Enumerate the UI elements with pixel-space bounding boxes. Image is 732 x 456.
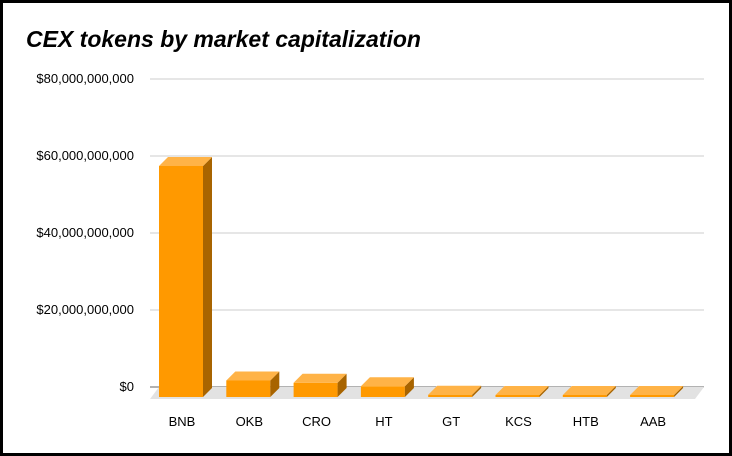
bar-side (404, 377, 414, 397)
bar-front (360, 386, 405, 397)
bar-aab (630, 386, 684, 397)
x-tick-label: OKB (236, 414, 263, 429)
y-tick-label: $40,000,000,000 (36, 225, 134, 240)
bar-ht (360, 377, 414, 397)
x-tick-label: CRO (302, 414, 331, 429)
bar-kcs (495, 386, 549, 397)
bar-front (630, 395, 675, 397)
bars (159, 157, 684, 397)
y-tick-label: $20,000,000,000 (36, 302, 134, 317)
bar-top (226, 371, 280, 381)
x-tick-label: GT (442, 414, 460, 429)
y-axis-tick-labels: $0 $20,000,000,000 $40,000,000,000 $60,000,… (36, 71, 134, 394)
x-axis-tick-labels: BNB OKB CRO HT GT KCS HTB AAB (169, 414, 666, 429)
chart-title: CEX tokens by market capitalization (26, 26, 421, 52)
y-tick-label: $0 (120, 379, 134, 394)
bar-side (270, 371, 280, 397)
bar-side (539, 386, 549, 397)
bar-top (495, 386, 549, 395)
bar-side (472, 385, 482, 397)
bar-top (293, 373, 347, 383)
bar-front (428, 394, 473, 397)
bar-top (562, 386, 616, 395)
bar-side (203, 157, 212, 397)
bar-front (495, 395, 540, 397)
bar-top (360, 377, 414, 387)
gridlines (150, 78, 704, 388)
bar-front (159, 166, 203, 397)
bar-top (630, 386, 684, 395)
bar-cro (293, 373, 347, 397)
x-tick-label: HT (375, 414, 392, 429)
y-tick-label: $60,000,000,000 (36, 148, 134, 163)
bar-top (428, 385, 482, 395)
x-tick-label: KCS (505, 414, 532, 429)
bar-gt (428, 385, 482, 397)
bar-side (606, 386, 616, 397)
bar-htb (562, 386, 616, 397)
bar-side (674, 386, 684, 397)
x-tick-label: HTB (573, 414, 599, 429)
bar-front (562, 395, 607, 397)
y-tick-label: $80,000,000,000 (36, 71, 134, 86)
bar-front (226, 380, 271, 397)
bar-okb (226, 371, 280, 397)
bar-bnb (159, 157, 212, 397)
x-tick-label: AAB (640, 414, 666, 429)
bar-front (293, 382, 338, 397)
bar-side (337, 373, 347, 397)
x-tick-label: BNB (169, 414, 196, 429)
bar-top (159, 157, 212, 166)
